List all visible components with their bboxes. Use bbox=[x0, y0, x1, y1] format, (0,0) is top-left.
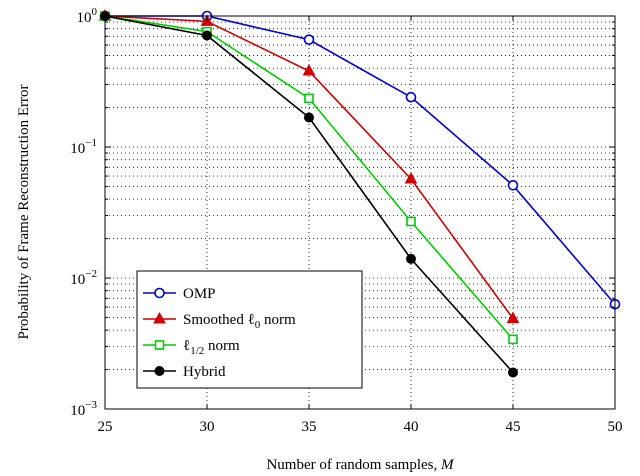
legend-marker bbox=[154, 340, 165, 350]
legend-item-1: Smoothed ℓ0 norm bbox=[143, 311, 296, 331]
legend-label: OMP bbox=[183, 286, 216, 302]
data-point bbox=[507, 180, 519, 191]
y-tick-labels: 100 10−1 10−2 10−3 bbox=[70, 6, 97, 419]
legend-label: Smoothed ℓ0 norm bbox=[183, 312, 296, 331]
legend-box bbox=[136, 270, 363, 389]
y-tick-label: 10−1 bbox=[70, 137, 97, 157]
x-tick-label: 25 bbox=[98, 419, 113, 435]
data-point bbox=[406, 216, 416, 227]
data-point bbox=[303, 34, 315, 45]
data-point bbox=[304, 93, 314, 104]
data-point bbox=[405, 91, 417, 103]
legend-label: Hybrid bbox=[183, 364, 226, 380]
series-1 bbox=[98, 8, 520, 324]
data-point bbox=[508, 334, 518, 345]
x-tick-label: 35 bbox=[302, 419, 317, 435]
plot-frame bbox=[104, 15, 616, 410]
data-point bbox=[302, 64, 316, 76]
legend-marker bbox=[154, 366, 165, 376]
x-tick-label: 30 bbox=[200, 419, 215, 435]
y-axis-label: Probability of Frame Reconstruction Erro… bbox=[16, 85, 32, 340]
x-tick-label: 50 bbox=[608, 419, 623, 435]
legend-item-3: Hybrid bbox=[143, 364, 226, 380]
data-point bbox=[506, 311, 520, 324]
y-tick-label: 10−3 bbox=[70, 399, 97, 419]
legend-marker bbox=[154, 287, 165, 299]
data-point bbox=[304, 112, 314, 123]
x-tick-label: 40 bbox=[404, 419, 419, 435]
data-point bbox=[406, 253, 416, 264]
legend-marker bbox=[153, 311, 166, 324]
data-point bbox=[202, 30, 212, 41]
ticks bbox=[104, 15, 616, 410]
x-tick-labels: 25 30 35 40 45 50 bbox=[98, 419, 623, 435]
data-point bbox=[508, 367, 518, 378]
x-axis-label: Number of random samples, M bbox=[266, 457, 455, 473]
y-tick-label: 100 bbox=[77, 6, 98, 26]
y-tick-label: 10−2 bbox=[70, 268, 97, 288]
series-3 bbox=[100, 11, 518, 378]
x-tick-label: 45 bbox=[506, 419, 521, 435]
legend-item-0: OMP bbox=[143, 286, 216, 302]
data-point bbox=[404, 171, 418, 184]
